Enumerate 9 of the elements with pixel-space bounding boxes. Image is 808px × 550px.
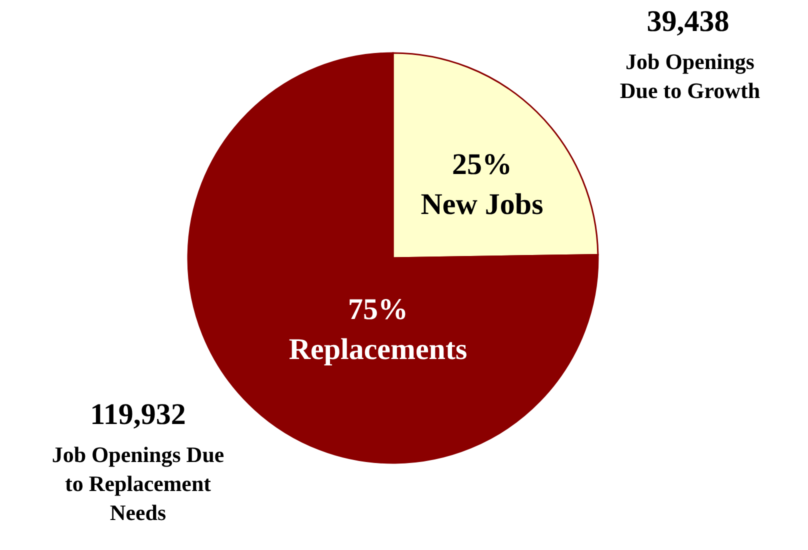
text: Job Openings Due to Replacement Needs bbox=[52, 442, 224, 525]
pie-slice bbox=[187, 52, 599, 464]
slice-label: Replacements bbox=[288, 333, 468, 366]
data-label: 39,438 bbox=[646, 5, 730, 38]
text: 25% bbox=[452, 148, 512, 181]
data-label: 119,932 bbox=[90, 398, 186, 431]
slice-label: New Jobs bbox=[420, 188, 544, 221]
text: Job Openings Due to Growth bbox=[620, 49, 760, 103]
text: 75% bbox=[348, 293, 408, 326]
